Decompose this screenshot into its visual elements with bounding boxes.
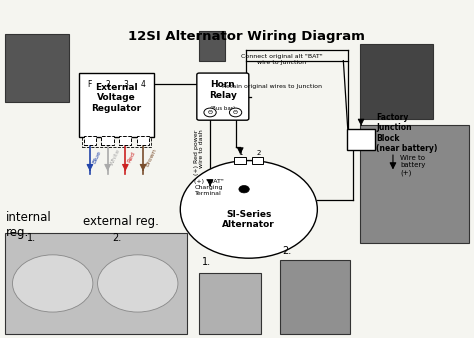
Text: 1: 1 (238, 149, 243, 155)
FancyBboxPatch shape (199, 31, 225, 61)
Text: 3: 3 (123, 80, 128, 89)
Text: Retain original wires to Junction: Retain original wires to Junction (222, 84, 322, 89)
Circle shape (229, 108, 242, 117)
Text: Θ: Θ (233, 110, 238, 115)
FancyBboxPatch shape (346, 129, 375, 150)
Text: 12SI Alternator Wiring Diagram: 12SI Alternator Wiring Diagram (128, 29, 365, 43)
FancyBboxPatch shape (84, 136, 96, 145)
Text: 2.: 2. (282, 246, 291, 257)
FancyBboxPatch shape (280, 260, 350, 334)
Circle shape (204, 108, 216, 117)
FancyBboxPatch shape (5, 233, 187, 334)
FancyBboxPatch shape (199, 273, 261, 334)
Text: external reg.: external reg. (83, 215, 159, 228)
FancyBboxPatch shape (5, 34, 69, 102)
Text: Red: Red (127, 151, 137, 164)
Text: White: White (109, 148, 121, 167)
Circle shape (12, 255, 93, 312)
Text: Wire to
battery
(+): Wire to battery (+) (400, 155, 426, 176)
FancyBboxPatch shape (137, 136, 149, 145)
Text: 4: 4 (141, 80, 146, 89)
Text: (+) "BAT"
Charging
Terminal: (+) "BAT" Charging Terminal (194, 179, 224, 196)
Text: Brown: Brown (145, 147, 157, 167)
FancyBboxPatch shape (79, 73, 154, 137)
Text: Factory
Junction
Block
(near battery): Factory Junction Block (near battery) (376, 113, 438, 153)
Circle shape (239, 186, 249, 193)
FancyBboxPatch shape (252, 157, 264, 164)
Text: Horn
Relay: Horn Relay (209, 80, 237, 100)
Text: 2: 2 (105, 80, 110, 89)
Text: 1.: 1. (201, 257, 210, 267)
FancyBboxPatch shape (119, 136, 131, 145)
FancyBboxPatch shape (101, 136, 114, 145)
FancyBboxPatch shape (197, 73, 249, 120)
Text: F: F (88, 80, 92, 89)
Circle shape (98, 255, 178, 312)
Text: 2: 2 (256, 149, 260, 155)
Text: Blue: Blue (91, 150, 102, 165)
FancyBboxPatch shape (360, 125, 469, 243)
Text: SI-Series
Alternator: SI-Series Alternator (222, 210, 275, 229)
Text: Connect original alt "BAT"
wire to Junction: Connect original alt "BAT" wire to Junct… (241, 54, 323, 65)
Circle shape (180, 161, 318, 258)
Text: Θ: Θ (208, 110, 212, 115)
FancyBboxPatch shape (234, 157, 246, 164)
FancyBboxPatch shape (360, 45, 433, 119)
Text: internal
reg.: internal reg. (5, 211, 51, 239)
Text: 2.: 2. (112, 233, 121, 243)
Text: External
Voltage
Regulator: External Voltage Regulator (91, 83, 142, 113)
Text: (+) Red power
wire to dash: (+) Red power wire to dash (193, 129, 204, 175)
Text: 1.: 1. (27, 233, 36, 243)
Text: (Bus bar): (Bus bar) (210, 106, 236, 112)
